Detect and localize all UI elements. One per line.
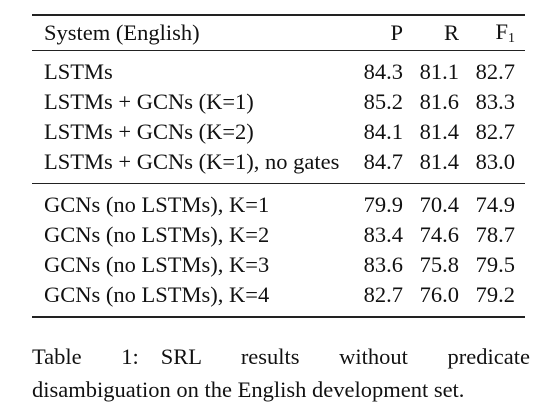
row-precision: 84.7 (363, 148, 403, 174)
table-row: GCNs (no LSTMs), K=2 83.4 74.6 78.7 (32, 220, 525, 250)
row-system: GCNs (no LSTMs), K=1 (44, 191, 270, 217)
table-row: LSTMs + GCNs (K=1), no gates 84.7 81.4 8… (32, 147, 525, 184)
row-system: LSTMs + GCNs (K=1), no gates (44, 148, 340, 174)
row-recall: 75.8 (419, 251, 459, 277)
row-precision: 83.6 (363, 251, 403, 277)
row-precision: 84.1 (363, 118, 403, 144)
row-system: GCNs (no LSTMs), K=3 (44, 251, 270, 277)
row-f1: 83.3 (475, 88, 515, 114)
row-recall: 81.4 (419, 118, 459, 144)
table-row: GCNs (no LSTMs), K=3 83.6 75.8 79.5 (32, 250, 525, 280)
table-row: LSTMs 84.3 81.1 82.7 (32, 50, 525, 88)
row-precision: 83.4 (363, 221, 403, 247)
table-row: GCNs (no LSTMs), K=4 82.7 76.0 79.2 (32, 280, 525, 317)
table-row: LSTMs + GCNs (K=1) 85.2 81.6 83.3 (32, 87, 525, 117)
row-f1: 82.7 (475, 118, 515, 144)
row-recall: 81.4 (419, 148, 459, 174)
row-f1: 82.7 (475, 58, 515, 84)
header-f1-subscript: 1 (508, 30, 515, 46)
row-f1: 83.0 (475, 148, 515, 174)
row-recall: 70.4 (419, 191, 459, 217)
table-caption: Table 1: SRL results without predicate di… (32, 340, 530, 406)
header-f1-base: F (495, 18, 508, 44)
table-group-gcn: GCNs (no LSTMs), K=1 79.9 70.4 74.9 GCNs… (32, 183, 525, 317)
row-f1: 79.2 (475, 281, 515, 307)
header-system: System (English) (44, 19, 200, 45)
row-recall: 74.6 (419, 221, 459, 247)
header-precision: P (390, 19, 403, 45)
row-precision: 82.7 (363, 281, 403, 307)
results-table-container: System (English) P R F1 LSTMs 84.3 81.1 … (32, 14, 525, 318)
row-f1: 78.7 (475, 221, 515, 247)
row-precision: 84.3 (363, 58, 403, 84)
row-f1: 74.9 (475, 191, 515, 217)
table-group-lstm: LSTMs 84.3 81.1 82.7 LSTMs + GCNs (K=1) … (32, 50, 525, 184)
results-table: System (English) P R F1 LSTMs 84.3 81.1 … (32, 14, 525, 318)
row-recall: 81.6 (419, 88, 459, 114)
header-f1: F1 (461, 15, 525, 51)
table-header-row: System (English) P R F1 (32, 15, 525, 51)
row-precision: 79.9 (363, 191, 403, 217)
row-recall: 76.0 (419, 281, 459, 307)
row-precision: 85.2 (363, 88, 403, 114)
caption-label: Table 1: (32, 344, 139, 369)
row-system: GCNs (no LSTMs), K=2 (44, 221, 270, 247)
header-recall: R (443, 19, 459, 45)
table-row: LSTMs + GCNs (K=2) 84.1 81.4 82.7 (32, 117, 525, 147)
row-system: LSTMs + GCNs (K=2) (44, 118, 254, 144)
row-system: LSTMs + GCNs (K=1) (44, 88, 254, 114)
row-f1: 79.5 (475, 251, 515, 277)
row-recall: 81.1 (419, 58, 459, 84)
row-system: GCNs (no LSTMs), K=4 (44, 281, 270, 307)
table-row: GCNs (no LSTMs), K=1 79.9 70.4 74.9 (32, 183, 525, 221)
row-system: LSTMs (44, 58, 113, 84)
caption-text: SRL results without predicate disambigua… (32, 344, 530, 402)
